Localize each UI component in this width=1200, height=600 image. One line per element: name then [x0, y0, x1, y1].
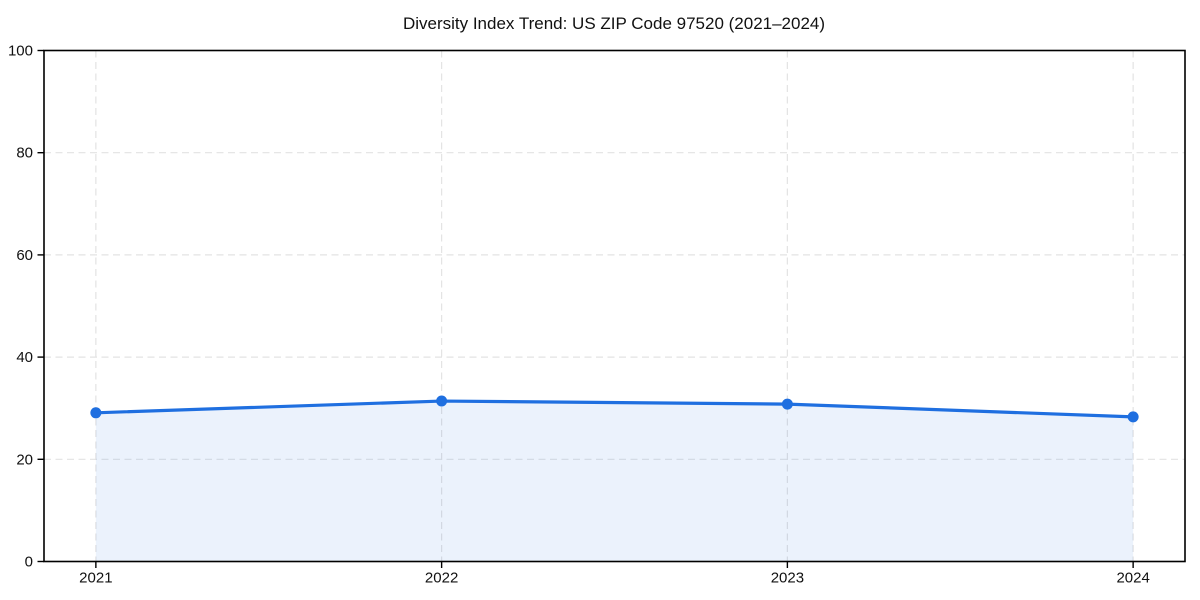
chart-title: Diversity Index Trend: US ZIP Code 97520…: [403, 14, 825, 33]
x-tick-label: 2021: [79, 570, 112, 587]
y-tick-label: 20: [16, 451, 33, 468]
data-point-2024: [1127, 411, 1139, 423]
grid-layer: [44, 50, 1185, 562]
y-tick-label: 80: [16, 145, 33, 162]
y-tick-label: 0: [25, 554, 33, 571]
plot-border: [43, 49, 1186, 563]
y-tick-label: 60: [16, 247, 33, 264]
x-tick-label: 2024: [1116, 570, 1149, 587]
data-point-2022: [436, 395, 448, 407]
trend-line: [94, 399, 1135, 419]
x-tick-label: 2022: [425, 570, 458, 587]
data-point-2021: [90, 407, 102, 419]
y-tick-label: 40: [16, 349, 33, 366]
x-tick-label: 2023: [771, 570, 804, 587]
area-fill: [95, 401, 1134, 562]
axis-layer: 0 20 40 60 80 100 2021 2022 2023 2024: [8, 43, 1186, 587]
series-layer: [90, 395, 1139, 562]
data-point-2023: [781, 398, 793, 410]
y-tick-label: 100: [8, 43, 33, 60]
